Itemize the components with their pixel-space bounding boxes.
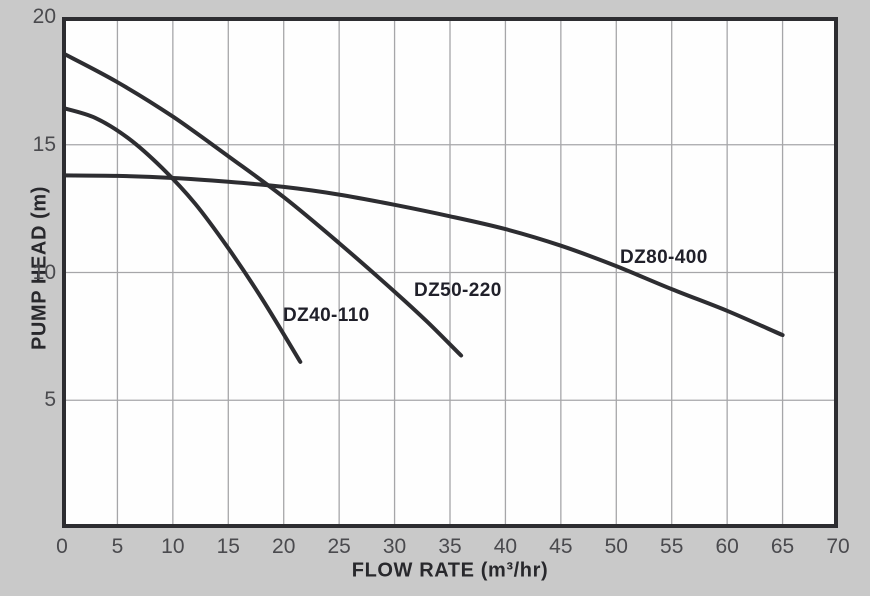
x-tick-label: 45 xyxy=(549,535,573,558)
plot-area: DZ40-110 DZ50-220 DZ80-400 xyxy=(62,17,838,528)
x-tick-label: 50 xyxy=(604,535,628,558)
x-tick-label: 40 xyxy=(493,535,518,558)
x-tick-label: 55 xyxy=(660,535,684,558)
x-tick-label: 25 xyxy=(327,535,351,558)
x-tick-label: 35 xyxy=(438,535,462,558)
x-tick-label: 60 xyxy=(715,535,739,558)
y-tick-label: 5 xyxy=(44,388,56,412)
x-tick-label: 15 xyxy=(216,535,240,558)
x-tick-label: 30 xyxy=(382,535,407,558)
x-tick-label: 10 xyxy=(161,535,185,558)
plot-border xyxy=(62,17,838,528)
curve-dz80-400 xyxy=(62,173,785,338)
curve-dz50-220 xyxy=(62,50,464,358)
y-tick-label: 15 xyxy=(32,132,56,156)
curves-svg xyxy=(62,17,838,528)
x-tick-label: 20 xyxy=(272,535,296,558)
x-tick-label: 0 xyxy=(56,535,68,558)
y-tick-label: 10 xyxy=(32,260,56,284)
y-tick-label: 20 xyxy=(32,5,56,28)
x-tick-label: 65 xyxy=(770,535,795,558)
x-tick-label: 5 xyxy=(111,535,124,558)
x-axis-title: FLOW RATE (m³/hr) xyxy=(351,559,549,582)
curve-label-dz40-110: DZ40-110 xyxy=(283,305,370,326)
curve-label-dz80-400: DZ80-400 xyxy=(620,247,708,268)
curve-dz40-110 xyxy=(62,105,303,364)
x-tick-label: 70 xyxy=(826,535,850,558)
curve-label-dz50-220: DZ50-220 xyxy=(414,280,502,301)
